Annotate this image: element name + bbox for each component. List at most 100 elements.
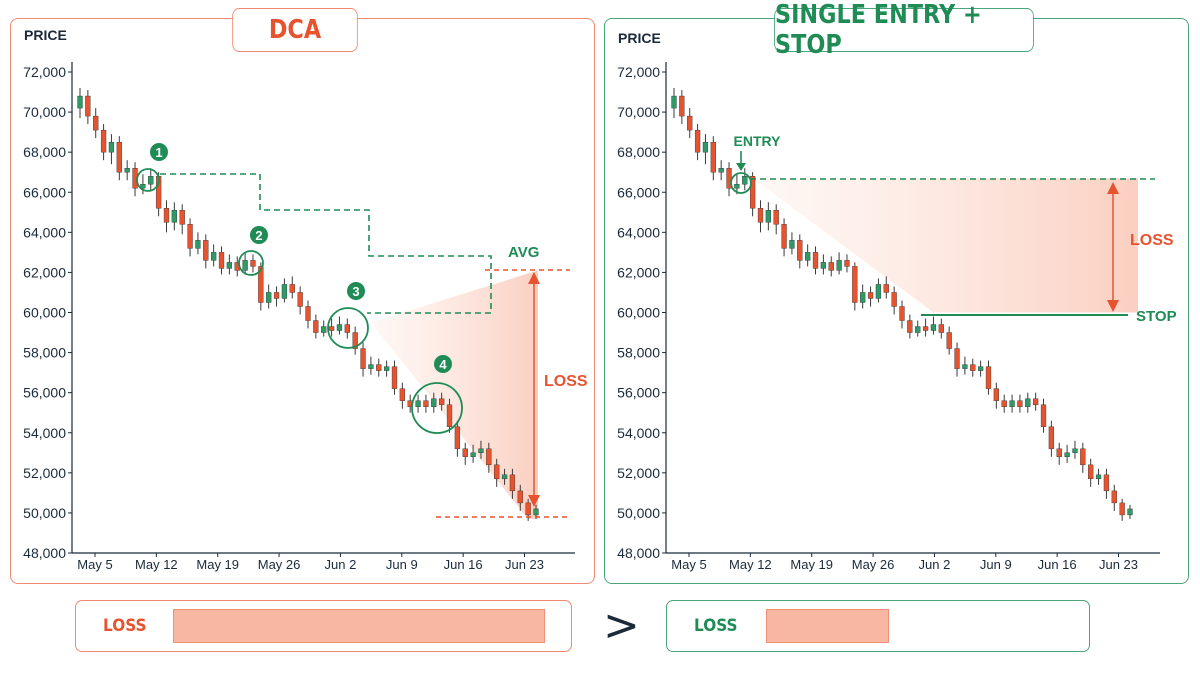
single-candle [985,366,992,389]
single-x-tick-label: Jun 9 [980,557,1012,572]
dca-candle [179,210,185,225]
dca-candle [195,240,201,249]
single-price-axis-label: PRICE [618,30,661,46]
dca-candle [305,306,311,321]
single-candle [875,284,882,299]
dca-candle [533,508,539,516]
dca-entry-ring [238,250,264,276]
dca-candle [242,260,248,271]
dca-loss-bar [173,609,545,643]
single-y-tick-label: 50,000 [617,505,660,521]
single-candle [797,240,803,261]
dca-candle [391,366,398,389]
single-x-tick-label: May 12 [729,557,772,572]
dca-y-tick-label: 50,000 [23,505,66,521]
dca-y-tick-label: 54,000 [23,425,66,441]
single-candle [828,262,834,271]
single-entry-title: SINGLE ENTRY + STOP [774,0,1034,60]
single-candle [1103,474,1110,492]
dca-candle [439,398,445,405]
single-candle [820,262,827,269]
dca-loss-comparison: LOSS [75,600,572,652]
dca-candle [431,398,437,407]
single-entry-arrow-head [736,163,746,171]
dca-candle [203,240,209,261]
dca-candle [77,95,83,109]
single-y-tick-label: 62,000 [617,264,660,280]
dca-entry-badge [250,226,268,244]
single-candle [962,364,968,369]
single-y-tick-label: 58,000 [617,345,660,361]
dca-candle [501,474,508,480]
dca-y-tick-label: 72,000 [23,64,66,80]
dca-candle [517,490,523,504]
dca-loss-shade [370,270,538,519]
dca-x-tick-label: May 5 [77,557,112,572]
single-candle [687,115,693,131]
single-candle [749,176,756,209]
dca-y-tick-label: 60,000 [23,305,66,321]
single-candle [671,95,677,109]
dca-candle [509,474,516,492]
single-candle [1056,448,1062,457]
dca-y-tick-label: 70,000 [23,104,66,120]
dca-candle [423,400,429,407]
single-entry-label: ENTRY [734,133,782,149]
single-candle [915,326,921,333]
single-candle [1001,400,1007,407]
single-candle [970,364,976,371]
single-entry-ring [730,172,752,194]
dca-candle [470,452,476,457]
single-loss-arrow-head-up [1107,182,1119,194]
dca-candle [478,448,484,453]
dca-x-tick-label: May 26 [258,557,301,572]
dca-candle [171,210,177,223]
single-candle [734,184,740,189]
single-candle [1040,404,1047,427]
dca-candle [281,284,288,299]
single-candle [812,252,819,269]
single-candle [922,326,929,331]
dca-candle [100,129,107,153]
single-candle [789,240,795,249]
single-x-tick-label: Jun 16 [1038,557,1077,572]
single-candle [694,129,701,153]
single-candle [702,141,709,153]
dca-candle [140,184,146,189]
dca-candle [226,262,233,269]
single-y-tick-label: 64,000 [617,224,660,240]
single-candle [781,224,787,249]
dca-candle [116,141,122,173]
dca-y-tick-label: 48,000 [23,545,66,561]
dca-x-tick-label: May 12 [135,557,178,572]
dca-candle [211,252,217,261]
single-candle [1080,448,1086,466]
dca-y-tick-label: 58,000 [23,345,66,361]
single-y-tick-label: 54,000 [617,425,660,441]
dca-candle [163,208,170,223]
single-entry-loss-comparison: LOSS [666,600,1090,652]
single-y-tick-label: 60,000 [617,305,660,321]
single-candle [899,306,905,321]
dca-candle [289,284,295,293]
dca-candle [297,292,303,307]
single-candle [1009,400,1015,407]
single-candle [867,292,874,299]
greater-than-sign: > [603,600,640,651]
dca-candle [525,502,531,516]
single-y-tick-label: 72,000 [617,64,660,80]
dca-candle [187,224,193,249]
single-candle [805,252,811,261]
dca-candle [344,324,350,333]
dca-x-tick-label: Jun 16 [444,557,483,572]
single-entry-loss-label: LOSS [694,616,738,636]
dca-avg-label: AVG [508,244,539,261]
dca-candle [494,464,500,480]
dca-y-tick-label: 66,000 [23,184,66,200]
single-candle [1119,502,1125,516]
single-candle [938,324,944,333]
dca-loss-arrow-head-down [528,495,540,507]
single-candle [679,95,685,117]
dca-candle [218,252,225,269]
single-y-tick-label: 70,000 [617,104,660,120]
